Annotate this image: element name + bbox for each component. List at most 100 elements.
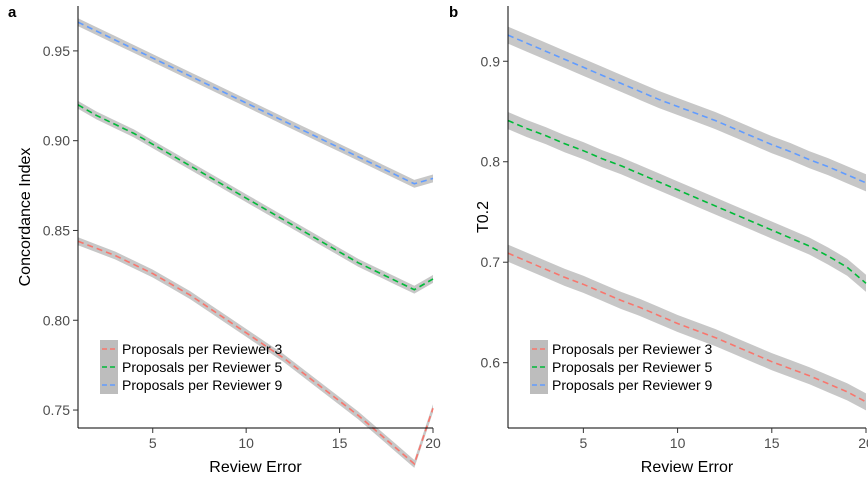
y-tick-label: 0.95 [43,43,70,59]
data-point [414,463,416,465]
data-point [133,264,135,266]
data-point [677,189,679,191]
legend-key-band [100,358,118,376]
data-point [357,156,359,158]
data-point [320,386,322,388]
data-point [771,144,773,146]
data-point [171,66,173,68]
data-point [564,58,566,60]
data-point [357,262,359,264]
x-tick-label: 5 [149,435,157,451]
data-point [115,39,117,41]
data-point [601,75,603,77]
data-point [189,294,191,296]
series-line [77,240,434,466]
legend-label: Proposals per Reviewer 3 [552,341,713,357]
data-point [227,93,229,95]
data-point [828,166,830,168]
data-point [320,240,322,242]
data-point [283,120,285,122]
data-point [677,323,679,325]
data-point [564,143,566,145]
panel-letter: b [449,4,458,21]
data-point [171,154,173,156]
data-point [545,50,547,52]
data-point [809,159,811,161]
y-tick-label: 0.90 [43,133,70,149]
legend-label: Proposals per Reviewer 5 [122,359,283,375]
data-point [583,284,585,286]
data-point [339,147,341,149]
y-tick-label: 0.8 [481,154,501,170]
data-point [283,357,285,359]
data-point [152,57,154,59]
data-point [414,183,416,185]
data-point [752,221,754,223]
data-point [395,280,397,282]
data-point [115,124,117,126]
data-point [96,248,98,250]
data-point [339,400,341,402]
data-point [809,245,811,247]
data-point [639,173,641,175]
data-point [227,187,229,189]
data-point [696,197,698,199]
data-point [189,165,191,167]
x-tick-label: 15 [332,435,348,451]
data-point [865,182,867,184]
data-point [714,205,716,207]
data-point [752,353,754,355]
data-point [583,66,585,68]
series-line [77,21,434,185]
data-point [395,174,397,176]
legend-label: Proposals per Reviewer 9 [122,377,283,393]
data-point [790,368,792,370]
data-point [320,138,322,140]
data-point [639,91,641,93]
data-point [301,230,303,232]
data-point [601,292,603,294]
data-point [677,106,679,108]
data-point [733,128,735,130]
data-point [809,375,811,377]
data-point [227,319,229,321]
y-tick-label: 0.9 [481,53,501,69]
data-point [526,260,528,262]
data-point [696,330,698,332]
data-point [414,289,416,291]
data-point [752,136,754,138]
data-point [152,273,154,275]
data-point [545,135,547,137]
data-point [601,158,603,160]
data-point [583,150,585,152]
data-point [714,337,716,339]
x-tick-label: 20 [425,435,441,451]
confidence-band [78,18,433,188]
data-point [620,300,622,302]
legend: Proposals per Reviewer 3 Proposals per Re… [530,340,713,394]
data-point [264,111,266,113]
data-point [96,115,98,117]
data-point [432,178,434,180]
data-point [620,165,622,167]
data-point [828,383,830,385]
data-point [133,133,135,135]
x-tick-label: 5 [579,435,587,451]
data-point [189,75,191,77]
data-point [152,143,154,145]
legend-key-band [530,358,548,376]
data-point [771,361,773,363]
data-point [620,83,622,85]
panel-b: b 5 10 15 20 0.6 0.7 0.8 0.9 Review Error T0.2 Prop… [449,4,868,476]
y-tick-label: 0.6 [481,355,501,371]
y-tick-label: 0.85 [43,222,70,238]
data-point [208,307,210,309]
legend-label: Proposals per Reviewer 9 [552,377,713,393]
legend-key-band [100,340,118,358]
x-tick-label: 15 [764,435,780,451]
data-point [208,176,210,178]
y-tick-label: 0.75 [43,402,70,418]
y-axis-title: T0.2 [475,201,492,233]
data-point [357,415,359,417]
